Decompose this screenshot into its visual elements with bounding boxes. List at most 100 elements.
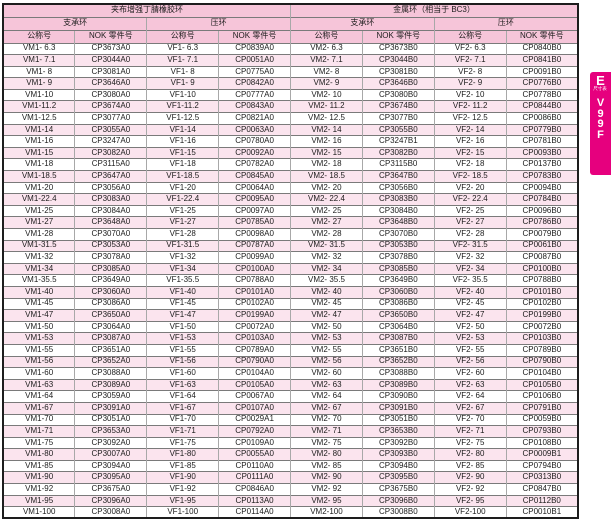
- nok-part-number-cell: CP3051B0: [361, 413, 435, 426]
- nok-part-number-cell: CP0793B0: [505, 425, 578, 438]
- section-code-char: 9: [597, 107, 604, 120]
- nok-part-number-cell: CP0100B0: [505, 262, 578, 275]
- nok-part-number-cell: CP3080A0: [74, 88, 147, 101]
- nominal-size-cell: VM2- 14: [290, 123, 363, 136]
- nominal-size-cell: VM1-100: [2, 506, 75, 519]
- nominal-size-cell: VM2- 67: [290, 401, 363, 414]
- nominal-size-cell: VM2- 64: [290, 390, 363, 403]
- nok-part-number-cell: CP0844B0: [505, 100, 578, 113]
- nominal-size-cell: VM1-90: [2, 471, 75, 484]
- nok-part-number-cell: CP3647A0: [74, 170, 147, 183]
- nominal-size-cell: VF2- 56: [433, 355, 507, 368]
- nominal-size-cell: VF2- 71: [433, 425, 507, 438]
- table-row: VM1-85 CP3094A0 VF1-85 CP0110A0 VM2- 85 CP309…: [2, 459, 578, 472]
- table-row: VM1- 7.1 CP3044A0 VF1- 7.1 CP0051A0 VM2- 7.1…: [2, 54, 578, 67]
- table-row: VM1-27 CP3648A0 VF1-27 CP0785A0 VM2- 27 CP364…: [2, 216, 578, 229]
- nok-part-number-cell: CP0061B0: [505, 239, 578, 252]
- nok-part-number-cell: CP3090B0: [361, 390, 435, 403]
- nok-part-number-cell: CP0063A0: [218, 123, 291, 136]
- nominal-size-cell: VM1-60: [2, 367, 75, 380]
- nominal-size-cell: VF1-50: [146, 320, 219, 333]
- group-header-rubber-ring: 夹布增强丁腈橡胶环: [2, 3, 291, 17]
- nominal-size-cell: VM1-14: [2, 123, 75, 136]
- nominal-size-cell: VM1-27: [2, 216, 75, 229]
- col-header-nok-part-4: NOK 零件号: [505, 29, 578, 43]
- nominal-size-cell: VM1- 9: [2, 77, 75, 90]
- table-row: VM1-75 CP3092A0 VF1-75 CP0109A0 VM2- 75 CP309…: [2, 436, 578, 449]
- table-row: VM1- 6.3 CP3673A0 VF1- 6.3 CP0839A0 VM2- 6.3…: [2, 42, 578, 55]
- table-row: VM1-34 CP3085A0 VF1-34 CP0100A0 VM2- 34 CP308…: [2, 262, 578, 275]
- nok-part-number-cell: CP0093B0: [505, 146, 578, 159]
- nominal-size-cell: VM2- 25: [290, 204, 363, 217]
- nok-part-number-cell: CP3095A0: [74, 471, 147, 484]
- nominal-size-cell: VF2- 27: [433, 216, 507, 229]
- table-row: VM1-25 CP3084A0 VF1-25 CP0097A0 VM2- 25 CP308…: [2, 204, 578, 217]
- nominal-size-cell: VF1-14: [146, 123, 219, 136]
- nominal-size-cell: VM1-10: [2, 88, 75, 101]
- table-row: VM1-90 CP3095A0 VF1-90 CP0111A0 VM2- 90 CP309…: [2, 471, 578, 484]
- nominal-size-cell: VF2- 50: [433, 320, 507, 333]
- nok-part-number-cell: CP3673A0: [74, 42, 147, 55]
- nok-part-number-cell: CP3086A0: [74, 297, 147, 310]
- nok-part-number-cell: CP0087B0: [505, 251, 578, 264]
- nok-part-number-cell: CP0097A0: [218, 204, 291, 217]
- nok-part-number-cell: CP3674B0: [361, 100, 435, 113]
- nominal-size-cell: VF2- 53: [433, 332, 507, 345]
- nominal-size-cell: VF1-18: [146, 158, 219, 171]
- nok-part-number-cell: CP3653B0: [361, 425, 435, 438]
- nok-part-number-cell: CP0104B0: [505, 367, 578, 380]
- nok-part-number-cell: CP3044B0: [361, 54, 435, 67]
- nominal-size-cell: VF2- 34: [433, 262, 507, 275]
- nominal-size-cell: VM1- 6.3: [2, 42, 75, 55]
- nominal-size-cell: VM2-100: [290, 506, 363, 519]
- nok-part-number-cell: CP0783B0: [505, 170, 578, 183]
- nok-part-number-cell: CP0055A0: [218, 448, 291, 461]
- nok-part-number-cell: CP3096A0: [74, 494, 147, 507]
- nok-part-number-cell: CP3094A0: [74, 459, 147, 472]
- section-code: V 9 9 F: [597, 98, 604, 140]
- nok-part-number-cell: CP3085B0: [361, 262, 435, 275]
- table-row: VM1-67 CP3091A0 VF1-67 CP0107A0 VM2- 67 CP309…: [2, 401, 578, 414]
- nok-part-number-cell: CP3092B0: [361, 436, 435, 449]
- nok-part-number-cell: CP0105A0: [218, 378, 291, 391]
- nominal-size-cell: VF1-11.2: [146, 100, 219, 113]
- nok-part-number-cell: CP0786B0: [505, 216, 578, 229]
- nok-part-number-cell: CP3086B0: [361, 297, 435, 310]
- table-row: VM1-70 CP3051A0 VF1-70 CP0029A1 VM2- 70 CP305…: [2, 413, 578, 426]
- nominal-size-cell: VF2- 75: [433, 436, 507, 449]
- table-row: VM1-28 CP3070A0 VF1-28 CP0098A0 VM2- 28 CP307…: [2, 228, 578, 241]
- table-row: VM1-64 CP3059A0 VF1-64 CP0067A0 VM2- 64 CP309…: [2, 390, 578, 403]
- nok-part-number-cell: CP3070B0: [361, 228, 435, 241]
- nominal-size-cell: VM2- 55: [290, 343, 363, 357]
- nominal-size-cell: VF1-10: [146, 88, 219, 101]
- nominal-size-cell: VF1-92: [146, 483, 219, 496]
- nominal-size-cell: VM2- 9: [290, 77, 363, 90]
- sub-header-support-ring-2: 支承环: [290, 16, 435, 30]
- nok-part-number-cell: CP0780A0: [218, 135, 291, 148]
- table-row: VM1-31.5 CP3053A0 VF1-31.5 CP0787A0 VM2- 31.…: [2, 239, 578, 252]
- nok-part-number-cell: CP0099A0: [218, 251, 291, 264]
- nok-part-number-cell: CP0096B0: [505, 204, 578, 217]
- nok-part-number-cell: CP0010B1: [505, 506, 578, 519]
- nominal-size-cell: VF1-18.5: [146, 170, 219, 183]
- table-row: VM1-10 CP3080A0 VF1-10 CP0777A0 VM2- 10 CP308…: [2, 88, 578, 101]
- nok-part-number-cell: CP0111A0: [218, 471, 291, 484]
- nok-part-number-cell: CP3080B0: [361, 88, 435, 101]
- nok-part-number-cell: CP3007A0: [74, 448, 147, 461]
- nominal-size-cell: VM2- 6.3: [290, 42, 363, 55]
- nok-part-number-cell: CP0784B0: [505, 193, 578, 206]
- nominal-size-cell: VF2- 6.3: [433, 42, 507, 55]
- nok-part-number-cell: CP0775A0: [218, 65, 291, 78]
- nominal-size-cell: VM1-70: [2, 413, 75, 426]
- nominal-size-cell: VM2- 15: [290, 146, 363, 159]
- nok-part-number-cell: CP0790B0: [505, 355, 578, 368]
- table-row: VM1-40 CP3060A0 VF1-40 CP0101A0 VM2- 40 CP306…: [2, 285, 578, 299]
- nok-part-number-cell: CP3649B0: [361, 274, 435, 287]
- col-header-nok-part-1: NOK 零件号: [74, 29, 147, 43]
- nominal-size-cell: VM1-35.5: [2, 274, 75, 287]
- nok-part-number-cell: CP0113A0: [218, 494, 291, 507]
- nominal-size-cell: VF1-20: [146, 181, 219, 194]
- nominal-size-cell: VM1-53: [2, 332, 75, 345]
- nok-part-number-cell: CP0104A0: [218, 367, 291, 380]
- nominal-size-cell: VM1-18.5: [2, 170, 75, 183]
